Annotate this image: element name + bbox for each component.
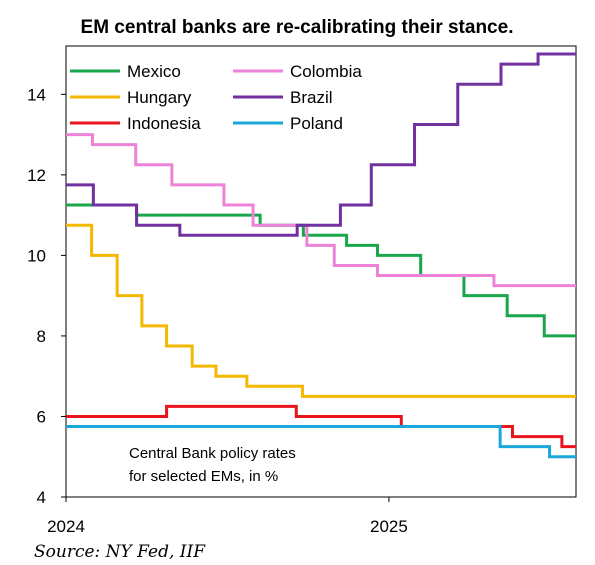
- annotation-line-1: Central Bank policy rates: [129, 445, 296, 462]
- legend-label: Indonesia: [127, 114, 201, 133]
- y-tick-label: 4: [37, 488, 46, 507]
- series-line-colombia: [66, 133, 576, 288]
- y-tick-label: 6: [37, 407, 46, 426]
- legend-item-colombia: Colombia: [233, 62, 362, 81]
- series-line-poland: [66, 425, 576, 459]
- series-line-mexico: [66, 203, 576, 338]
- source-note: Source: NY Fed, IIF: [34, 542, 206, 562]
- series-line-indonesia: [66, 404, 576, 449]
- plot-area: [65, 45, 577, 498]
- x-tick-label: 2025: [370, 517, 408, 536]
- legend-label: Hungary: [127, 88, 192, 107]
- y-tick-label: 10: [27, 246, 46, 265]
- annotation: Central Bank policy rates for selected E…: [129, 445, 296, 485]
- y-tick-label: 8: [37, 327, 46, 346]
- legend-label: Poland: [290, 114, 343, 133]
- legend-label: Colombia: [290, 62, 362, 81]
- series-lines: [66, 52, 576, 459]
- legend-item-poland: Poland: [233, 114, 343, 133]
- y-tick-label: 12: [27, 166, 46, 185]
- series-line-brazil: [66, 52, 576, 237]
- legend-item-mexico: Mexico: [70, 62, 181, 81]
- y-tick-label: 14: [27, 85, 46, 104]
- legend-item-hungary: Hungary: [70, 88, 192, 107]
- chart-title: EM central banks are re-calibrating thei…: [81, 17, 514, 38]
- legend: Mexico Colombia Hungary Brazil Indonesia Pola…: [70, 62, 362, 133]
- legend-item-brazil: Brazil: [233, 88, 333, 107]
- x-tick-label: 2024: [47, 517, 85, 536]
- legend-item-indonesia: Indonesia: [70, 114, 201, 133]
- legend-label: Brazil: [290, 88, 333, 107]
- x-axis: 2024 2025: [47, 497, 408, 536]
- y-axis: 4 6 8 10 12 14: [27, 85, 66, 507]
- legend-label: Mexico: [127, 62, 181, 81]
- series-line-hungary: [66, 223, 576, 398]
- annotation-line-2: for selected EMs, in %: [129, 468, 278, 485]
